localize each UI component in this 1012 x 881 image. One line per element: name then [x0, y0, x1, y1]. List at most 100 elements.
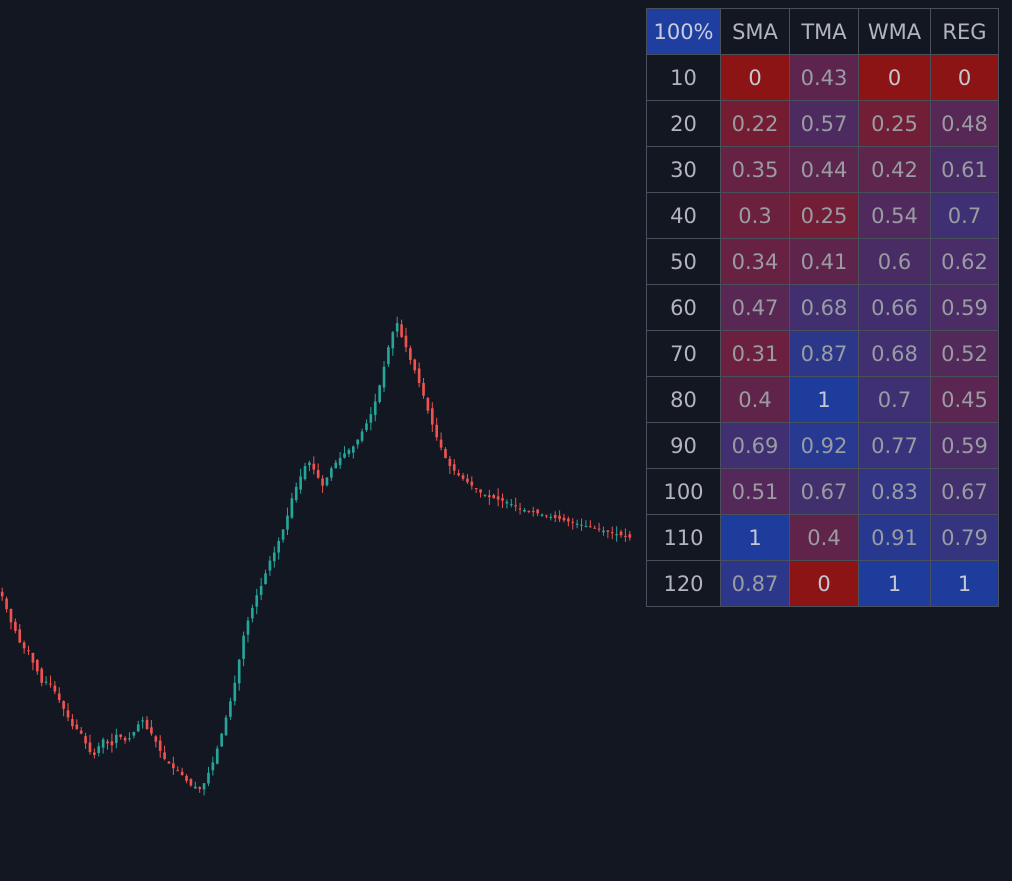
candle-body [31, 653, 35, 663]
candle-body [312, 463, 316, 470]
candle-body [286, 515, 289, 530]
candle-body [220, 733, 223, 747]
score-cell: 0.31 [720, 330, 790, 377]
candle-body [391, 332, 395, 349]
candle-body [457, 473, 460, 476]
score-cell: 0.67 [930, 468, 999, 515]
column-header-sma: SMA [720, 8, 790, 55]
score-cell: 0.59 [930, 422, 999, 469]
candle-body [93, 752, 96, 755]
candle-body [18, 629, 22, 643]
candle-body [303, 466, 307, 480]
period-cell: 50 [646, 238, 721, 285]
candle-body [75, 724, 79, 729]
candle-body [562, 517, 566, 521]
table-row: 80 0.4 1 0.7 0.45 [646, 376, 999, 423]
candle-body [602, 530, 605, 533]
candle-body [527, 510, 531, 512]
candle-body [523, 509, 526, 512]
candle-body [141, 720, 144, 722]
score-cell: 0.48 [930, 100, 999, 147]
candle-body [584, 526, 588, 528]
candle-body [259, 585, 263, 595]
candle-body [461, 475, 465, 479]
candle-body [71, 718, 74, 727]
candle-body [176, 770, 180, 772]
candle-body [351, 446, 355, 453]
candle-body [435, 424, 439, 438]
candle-body [106, 741, 109, 744]
period-cell: 60 [646, 284, 721, 331]
candle-body [255, 595, 259, 607]
score-cell: 0.77 [858, 422, 931, 469]
candle-body [202, 783, 206, 790]
score-cell: 0.6 [858, 238, 931, 285]
score-cell: 0.83 [858, 468, 931, 515]
candle-body [593, 527, 597, 529]
candle-body [488, 495, 491, 498]
column-header-wma: WMA [858, 8, 931, 55]
candle-body [277, 541, 281, 553]
table-row: 70 0.31 0.87 0.68 0.52 [646, 330, 999, 377]
candle-body [198, 787, 202, 789]
candle-body [330, 468, 333, 478]
score-cell: 0.3 [720, 192, 790, 239]
candle-body [580, 524, 583, 526]
candle-body [233, 682, 237, 702]
period-cell: 80 [646, 376, 721, 423]
candle-body [347, 449, 351, 454]
period-cell: 90 [646, 422, 721, 469]
table-corner-label: 100% [646, 8, 721, 55]
score-cell: 1 [720, 514, 790, 561]
score-cell: 0.91 [858, 514, 931, 561]
candle-body [110, 741, 114, 746]
candle-body [531, 511, 535, 513]
candle-body [172, 763, 175, 769]
candle-body [128, 738, 131, 740]
score-cell: 0.22 [720, 100, 790, 147]
candle-body [237, 659, 241, 684]
candle-body [373, 401, 377, 415]
candle-body [334, 462, 338, 469]
score-cell: 0.87 [720, 560, 790, 607]
score-cell: 1 [789, 376, 859, 423]
candle-body [514, 505, 518, 507]
candle-body [549, 516, 553, 518]
score-cell: 0.45 [930, 376, 999, 423]
price-candlestick-chart[interactable] [0, 0, 640, 881]
score-cell: 0.69 [720, 422, 790, 469]
table-row: 40 0.3 0.25 0.54 0.7 [646, 192, 999, 239]
score-cell: 0.43 [789, 54, 859, 101]
column-header-reg: REG [930, 8, 999, 55]
candle-body [264, 573, 267, 585]
candle-body [452, 464, 456, 471]
candle-body [158, 740, 162, 751]
candle-body [27, 650, 30, 652]
candle-body [505, 501, 509, 504]
candle-body [136, 724, 140, 732]
candle-body [308, 462, 311, 466]
candle-body [409, 348, 412, 360]
candle-body [466, 478, 469, 483]
candle-body [553, 514, 557, 518]
score-cell: 0 [930, 54, 999, 101]
candle-body [268, 560, 272, 571]
score-cell: 1 [858, 560, 931, 607]
candle-body [628, 534, 632, 538]
score-cell: 0.57 [789, 100, 859, 147]
candle-body [290, 498, 294, 518]
candle-body [101, 739, 105, 748]
candle-body [22, 642, 26, 649]
candle-body [558, 515, 561, 520]
candle-body [395, 323, 399, 332]
candle-body [624, 535, 627, 537]
candle-body [0, 591, 4, 597]
candle-body [229, 701, 232, 717]
candle-body [251, 607, 254, 619]
candle-body [597, 528, 601, 530]
candle-body [575, 523, 579, 525]
candle-body [294, 486, 298, 501]
period-cell: 40 [646, 192, 721, 239]
candle-body [132, 731, 136, 736]
candle-body [272, 552, 276, 562]
